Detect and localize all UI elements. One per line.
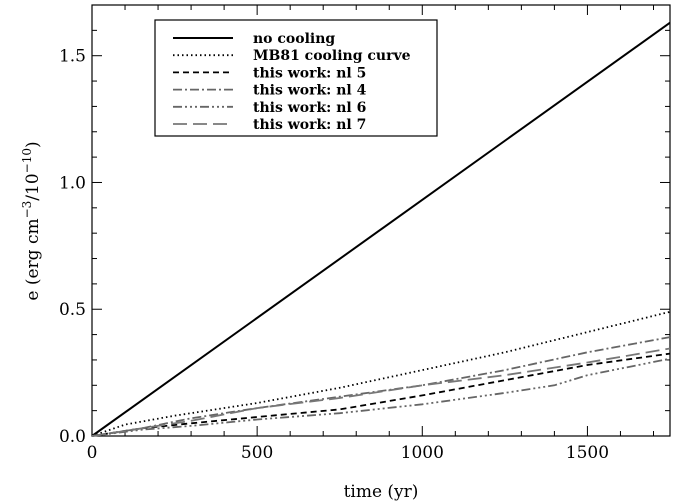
legend-label-2: MB81 cooling curve [253,48,411,64]
legend-label-6: this work: nl 7 [253,117,366,133]
series-line-6 [91,347,671,437]
legend-label-4: this work: nl 4 [253,83,367,99]
legend-label-5: this work: nl 6 [253,100,366,116]
x-tick-label: 1000 [401,443,444,463]
y-tick-label: 1.0 [59,173,86,193]
x-axis-title: time (yr) [344,482,419,502]
x-tick-label: 500 [241,443,273,463]
y-tick-label: 1.5 [59,47,86,67]
y-axis-title-exp2: −10 [20,148,34,173]
series-line-3 [91,352,671,437]
series-line-4 [91,336,671,437]
x-tick-label: 0 [87,443,98,463]
y-tick-label: 0.0 [59,427,86,447]
legend-label-3: this work: nl 5 [253,65,366,81]
plot-frame [91,4,671,437]
y-axis-title-exp1: −3 [20,201,34,219]
y-axis-title-mid: /10 [23,173,43,200]
series-line-1 [91,21,671,437]
legend-box [154,19,438,137]
axis-ticks: 0 500 1000 1500 0.0 0.5 1.0 1.5 [59,5,670,463]
x-tick-label: 1500 [566,443,609,463]
legend-label-1: no cooling [253,31,335,47]
series-line-5 [91,357,671,437]
y-axis-title: e (erg cm−3/10−10) [20,141,43,300]
series-line-2 [91,310,671,437]
series-layer [91,21,671,437]
y-axis-title-end: ) [23,141,43,148]
y-axis-title-base: e (erg cm [23,218,43,300]
y-tick-label: 0.5 [59,300,86,320]
